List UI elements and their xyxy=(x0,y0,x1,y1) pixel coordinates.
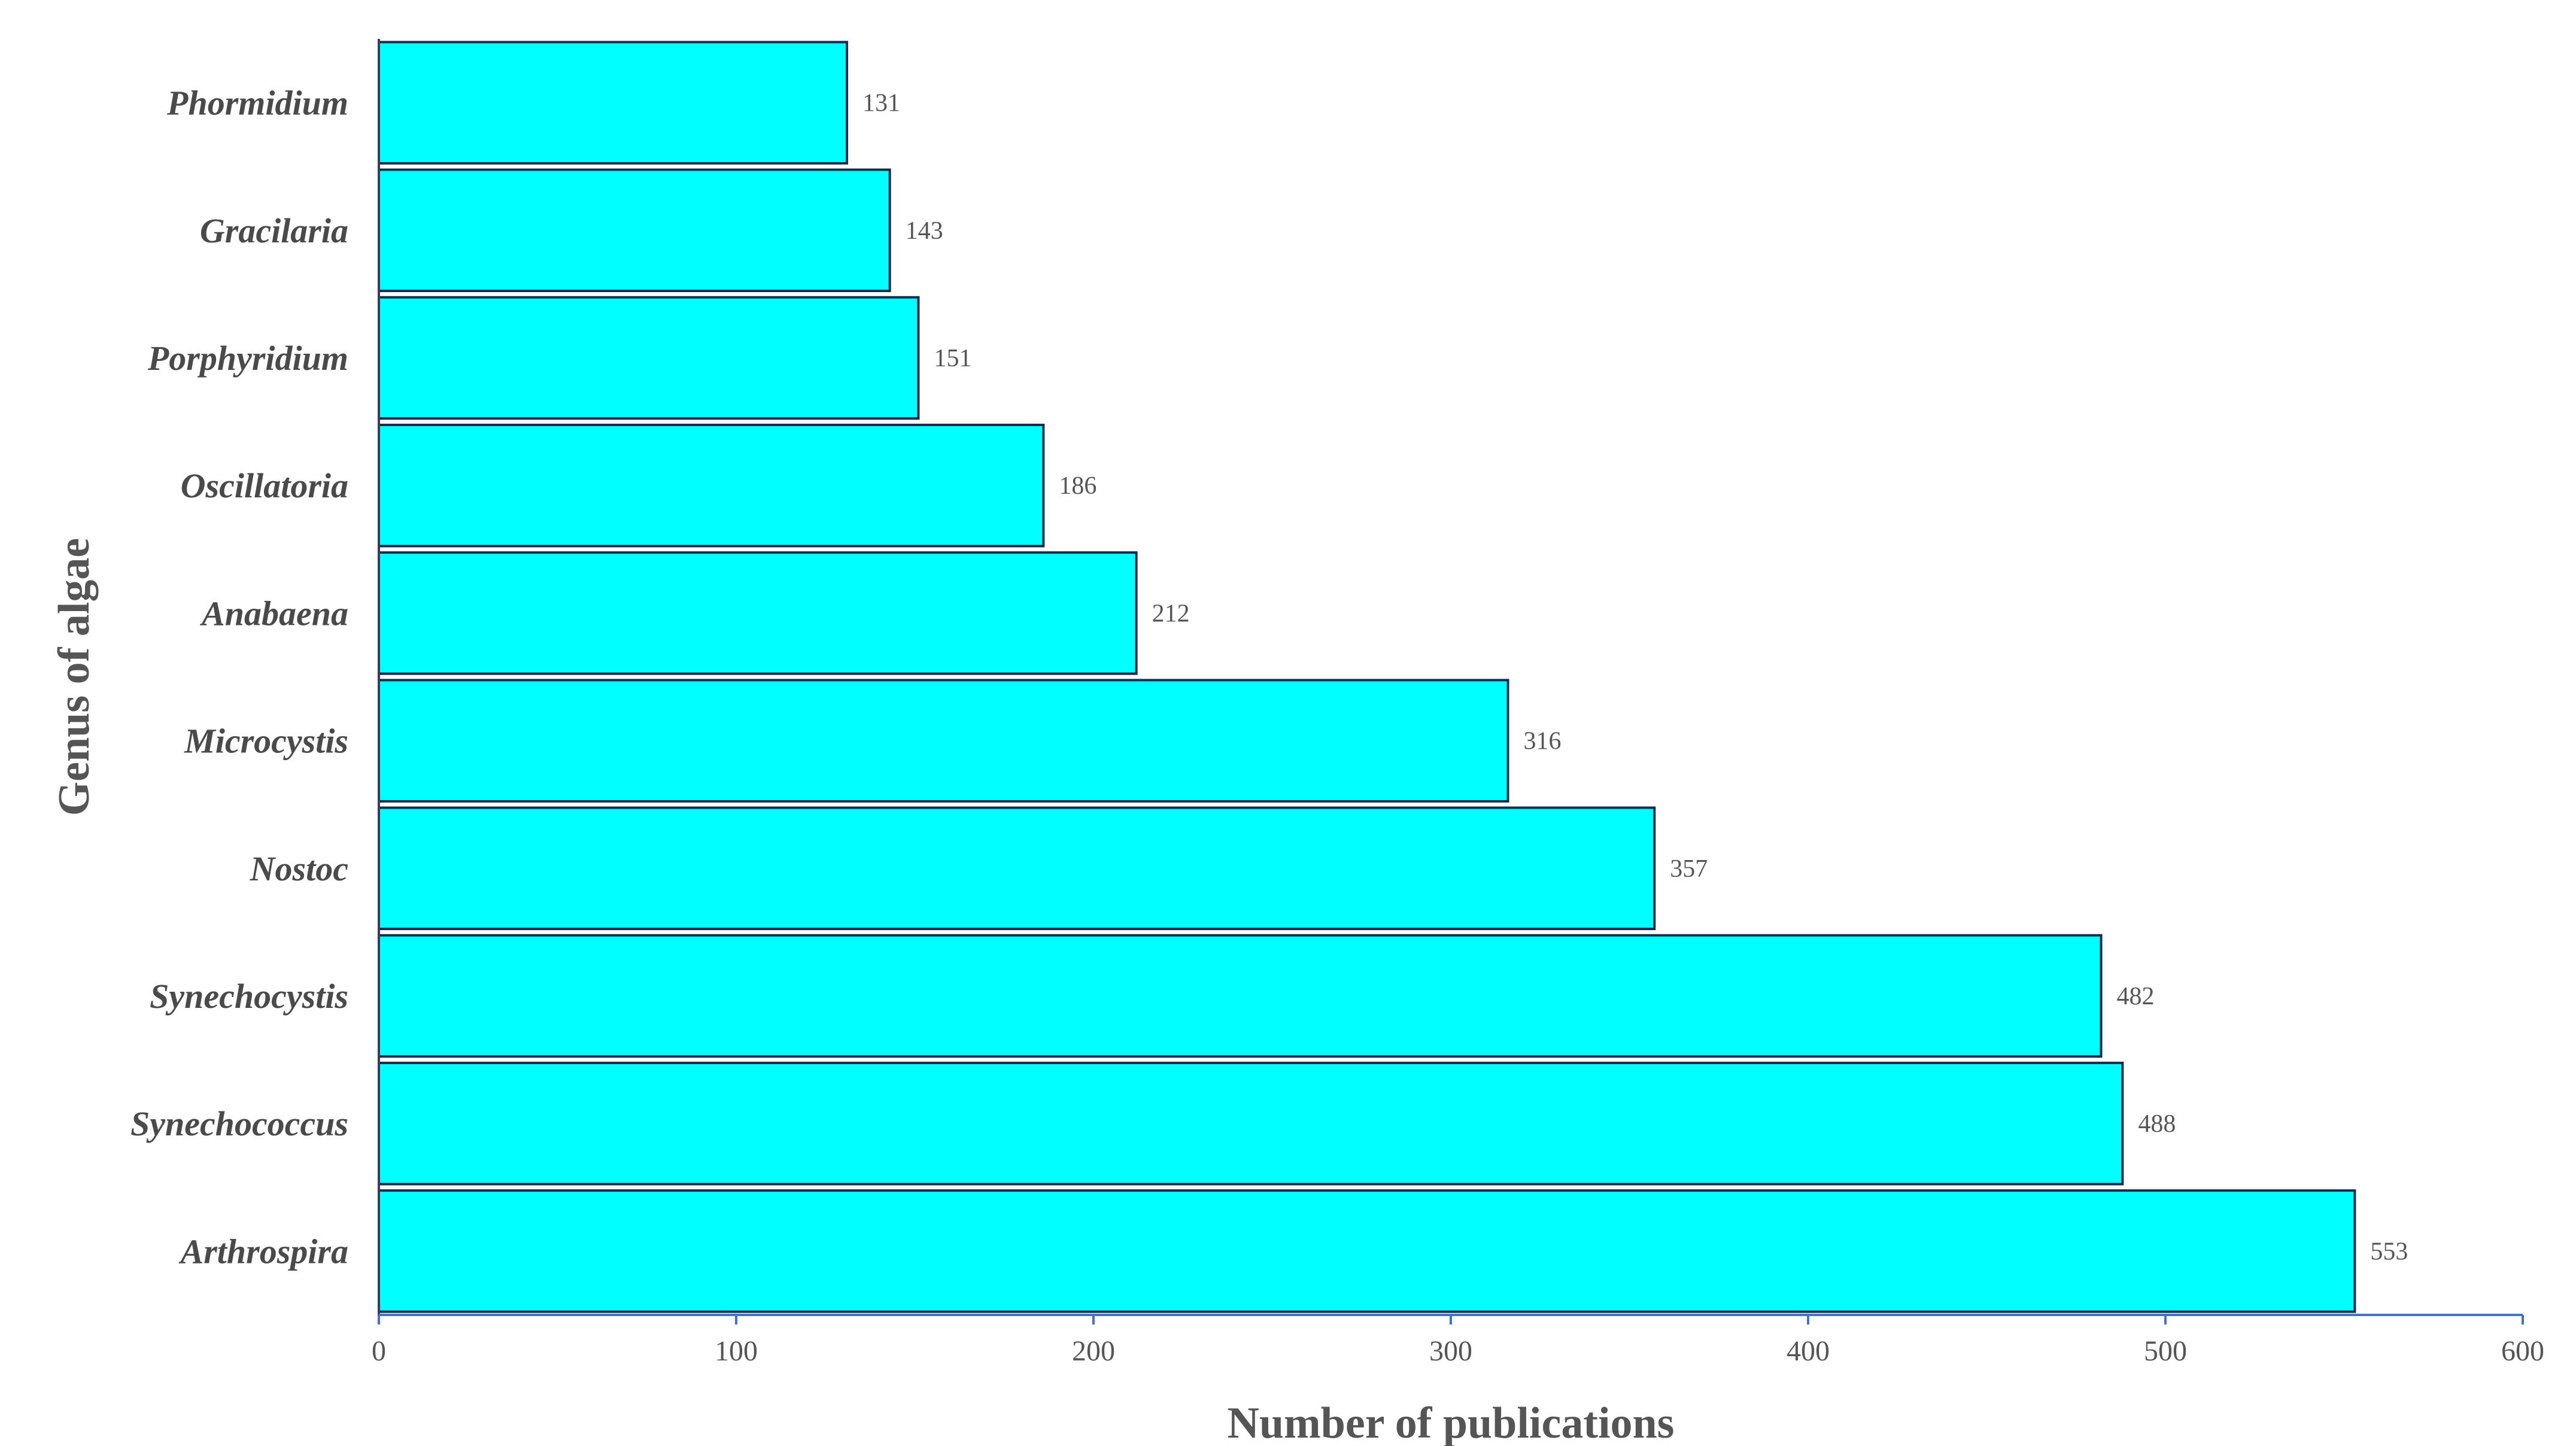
bar-porphyridium xyxy=(378,296,920,420)
value-label: 482 xyxy=(2117,983,2155,1010)
bar-phormidium xyxy=(378,41,849,165)
category-label: Porphyridium xyxy=(147,339,348,378)
bar-synechocystis xyxy=(378,934,2103,1058)
bar-oscillatoria xyxy=(378,423,1045,548)
value-label: 553 xyxy=(2370,1238,2408,1265)
x-tick-label: 0 xyxy=(372,1335,386,1367)
value-label: 131 xyxy=(862,90,900,117)
bar-gracilaria xyxy=(378,168,891,293)
x-ticks-group: 0 100 200 300 400 500 600 xyxy=(372,1315,2544,1367)
bar-synechococcus xyxy=(378,1061,2124,1186)
x-tick-label: 400 xyxy=(1787,1335,1830,1367)
bar-microcystis xyxy=(378,679,1509,803)
x-tick-label: 500 xyxy=(2144,1335,2187,1367)
value-label: 316 xyxy=(1524,728,1562,755)
category-label: Synechocystis xyxy=(150,977,348,1016)
x-tick-label: 200 xyxy=(1072,1335,1115,1367)
x-tick-label: 300 xyxy=(1429,1335,1472,1367)
bar-anabaena xyxy=(378,551,1138,675)
bars-group xyxy=(378,41,2356,1313)
category-label: Gracilaria xyxy=(200,211,348,250)
category-label: Anabaena xyxy=(200,594,348,633)
category-label: Nostoc xyxy=(250,849,348,888)
value-label: 186 xyxy=(1059,472,1096,500)
value-label: 488 xyxy=(2138,1110,2176,1138)
value-labels-group: 131 143 151 186 212 316 357 482 488 553 xyxy=(862,90,2408,1266)
category-labels-group: Phormidium Gracilaria Porphyridium Oscillat… xyxy=(130,84,348,1271)
category-label: Oscillatoria xyxy=(181,466,348,505)
value-label: 143 xyxy=(906,217,943,245)
value-label: 357 xyxy=(1670,855,1708,883)
value-label: 212 xyxy=(1152,600,1190,627)
category-label: Arthrospira xyxy=(179,1232,348,1271)
x-tick-label: 100 xyxy=(715,1335,758,1367)
category-label: Synechococcus xyxy=(130,1104,348,1143)
category-label: Phormidium xyxy=(166,84,348,123)
x-axis-title: Number of publications xyxy=(1228,1399,1675,1446)
category-label: Microcystis xyxy=(184,722,348,761)
x-tick-label: 600 xyxy=(2501,1335,2544,1367)
bar-arthrospira xyxy=(378,1189,2356,1313)
y-axis-title: Genus of algae xyxy=(50,538,99,816)
value-label: 151 xyxy=(934,345,971,372)
bar-nostoc xyxy=(378,806,1656,931)
